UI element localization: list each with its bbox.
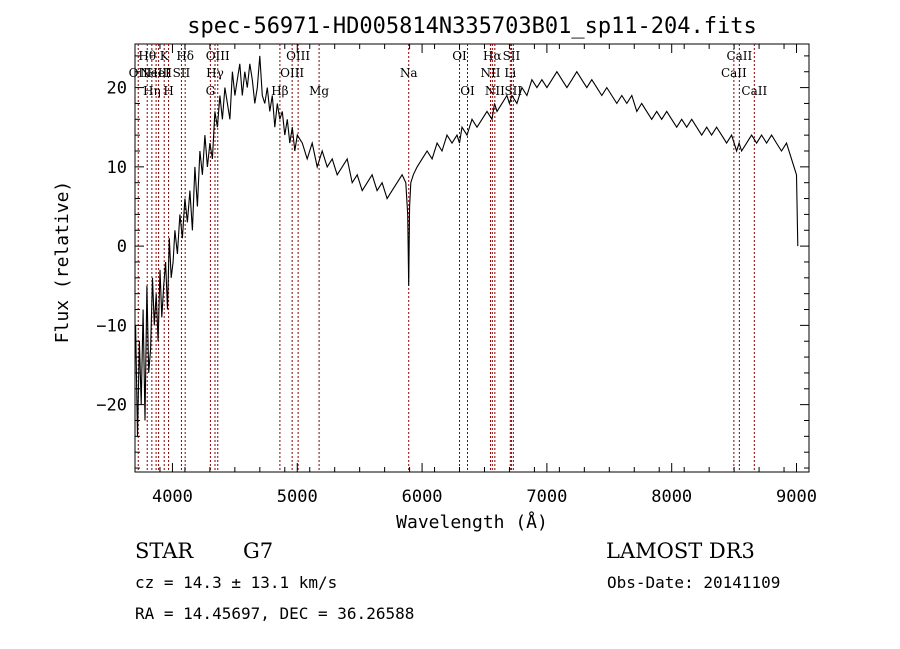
x-tick-label-4: 8000	[651, 487, 692, 507]
line-label-9: G	[206, 84, 216, 98]
line-label-11: OIII	[206, 49, 230, 63]
x-tick-label-1: 5000	[277, 487, 318, 507]
line-label-12: Hβ	[271, 84, 288, 98]
line-label-27: CaII	[741, 84, 767, 98]
y-axis-ticks: −20 −10 0 10 20	[96, 55, 809, 469]
spectral-line-markers	[137, 44, 755, 472]
observation-date: Obs-Date: 20141109	[607, 573, 780, 592]
line-label-4: HeI	[147, 66, 170, 80]
line-label-10: Hγ	[206, 66, 224, 80]
line-label-18: OI	[460, 84, 475, 98]
line-label-17: OI	[452, 49, 467, 63]
line-label-20: Hα	[483, 49, 502, 63]
line-label-16: Na	[400, 66, 418, 80]
chart-title: spec-56971-HD005814N335703B01_sp11-204.f…	[187, 14, 757, 39]
x-tick-label-0: 4000	[152, 487, 193, 507]
x-axis-ticks: 4000 5000 6000 7000 8000 9000	[134, 44, 817, 507]
y-tick-label-2: 0	[117, 237, 127, 257]
line-label-15: Mg	[309, 84, 329, 98]
line-label-0: OII	[129, 66, 149, 80]
x-axis-label: Wavelength (Å)	[396, 511, 548, 533]
spectral-line-labels: OIIHθHηNeIIIHeIKHSIIHδGHγOIIIHβOIIIOIIIM…	[129, 49, 768, 98]
line-label-23: SII	[503, 49, 521, 63]
y-tick-label-3: 10	[107, 158, 127, 178]
line-label-26: CaII	[726, 49, 752, 63]
x-tick-label-2: 6000	[402, 487, 443, 507]
line-label-7: SII	[173, 66, 191, 80]
line-label-21: NII	[485, 84, 505, 98]
object-subclass: G7	[243, 539, 273, 563]
plot-frame	[134, 43, 810, 473]
line-label-1: Hθ	[138, 49, 156, 63]
redshift-cz: cz = 14.3 ± 13.1 km/s	[135, 573, 337, 592]
line-label-5: K	[160, 49, 170, 63]
line-label-13: OIII	[280, 66, 304, 80]
line-label-24: SII	[504, 84, 522, 98]
y-tick-label-0: −20	[96, 396, 127, 416]
x-tick-label-5: 9000	[776, 487, 817, 507]
y-tick-label-1: −10	[96, 316, 127, 336]
y-axis-label: Flux (relative)	[52, 181, 73, 344]
object-class: STAR	[135, 539, 194, 563]
survey-name: LAMOST DR3	[606, 539, 755, 563]
line-label-2: Hη	[143, 84, 161, 98]
line-label-22: Li	[504, 66, 516, 80]
x-tick-label-3: 7000	[526, 487, 567, 507]
line-label-3: NeIII	[140, 66, 172, 80]
ra-dec-coordinates: RA = 14.45697, DEC = 36.26588	[135, 604, 414, 623]
line-label-8: Hδ	[176, 49, 194, 63]
spectrum-line	[135, 55, 799, 437]
line-label-14: OIII	[286, 49, 310, 63]
y-tick-label-4: 20	[107, 79, 127, 99]
line-label-6: H	[163, 84, 173, 98]
line-label-19: NII	[480, 66, 500, 80]
line-label-25: CaII	[721, 66, 747, 80]
